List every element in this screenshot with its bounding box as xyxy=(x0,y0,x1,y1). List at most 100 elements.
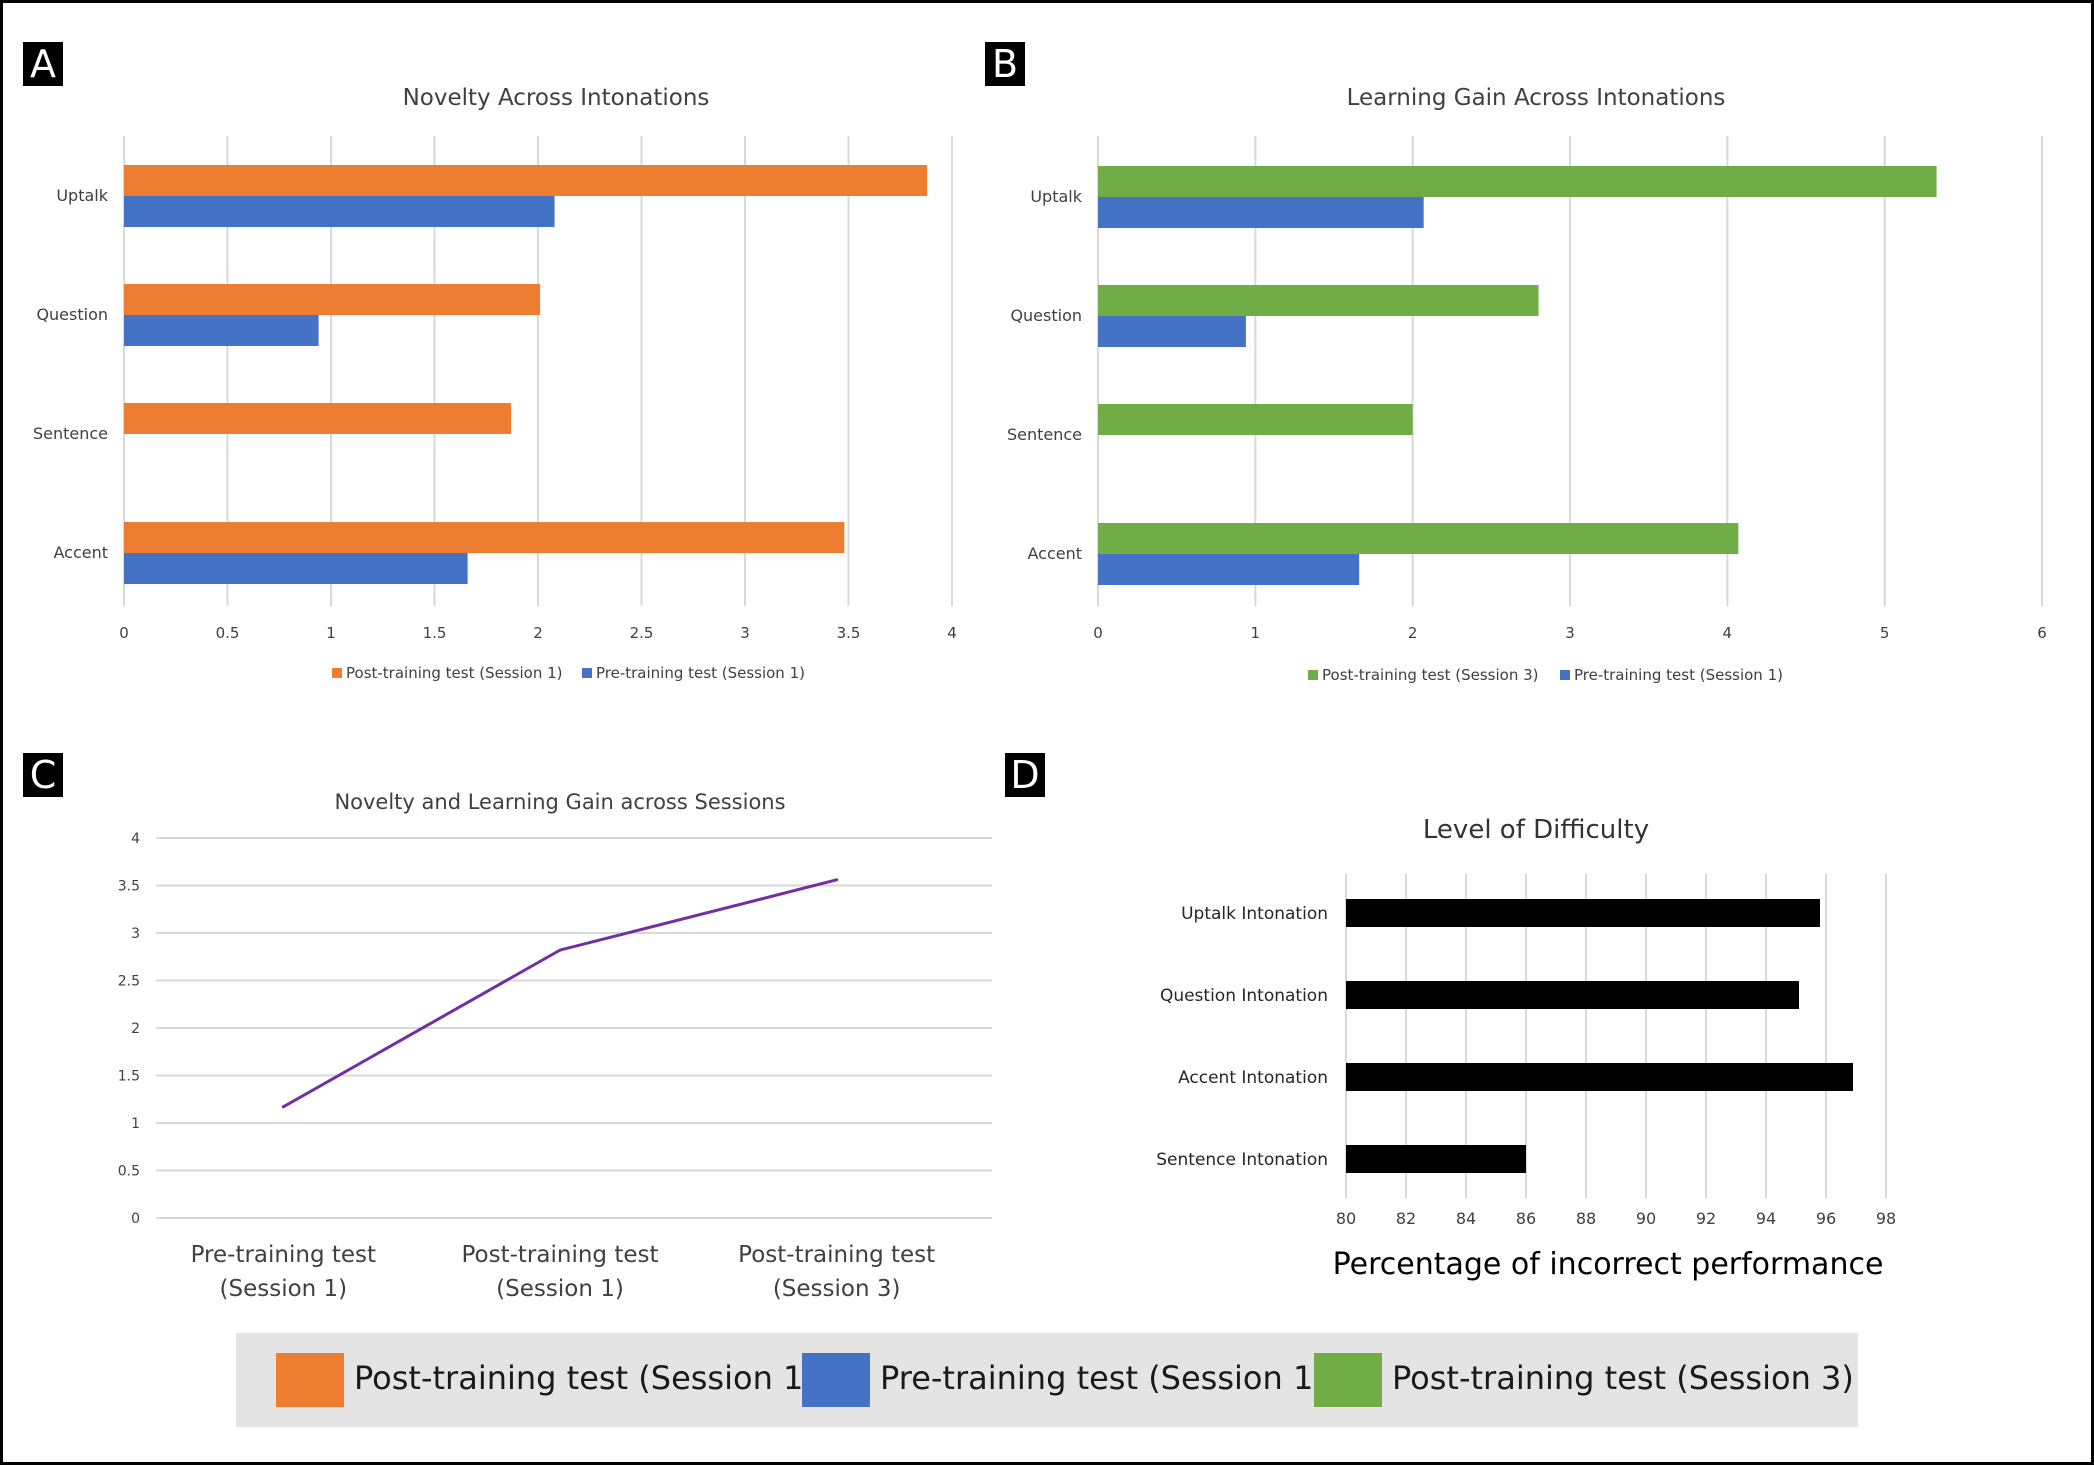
d-bar-question-intonation xyxy=(1346,981,1799,1009)
a-bar-accent-post xyxy=(124,522,845,553)
b-xtick-2: 2 xyxy=(1408,624,1418,642)
b-category-sentence: Sentence xyxy=(1007,425,1082,444)
chart-b-bars xyxy=(1098,166,1937,585)
chart-b-legend-swatch-pre1 xyxy=(1560,670,1570,680)
chart-a-legend-swatch-post1 xyxy=(332,668,342,678)
a-category-accent: Accent xyxy=(53,543,108,562)
legend-swatch-post1 xyxy=(276,1353,344,1407)
b-bar-sentence-post xyxy=(1098,404,1413,435)
a-xtick-1-5: 1.5 xyxy=(423,624,447,642)
chart-a-tick-labels: 0 0.5 1 1.5 2 2.5 3 3.5 4 xyxy=(119,624,957,642)
a-xtick-0-5: 0.5 xyxy=(216,624,240,642)
c-ytick-1-5: 1.5 xyxy=(118,1069,140,1085)
a-xtick-4: 4 xyxy=(947,624,957,642)
a-bar-accent-pre xyxy=(124,553,468,584)
chart-d-category-labels: Uptalk Intonation Question Intonation Acce… xyxy=(1156,904,1328,1170)
chart-a-legend-label-pre1: Pre-training test (Session 1) xyxy=(596,664,805,682)
chart-a-legend-label-post1: Post-training test (Session 1) xyxy=(346,664,563,682)
c-ytick-3: 3 xyxy=(131,926,140,942)
chart-a-legend: Post-training test (Session 1) Pre-train… xyxy=(332,664,805,682)
a-category-question: Question xyxy=(36,305,108,324)
b-xtick-1: 1 xyxy=(1251,624,1261,642)
chart-a-title: Novelty Across Intonations xyxy=(403,85,710,111)
chart-d-difficulty: Level of Difficulty Uptalk Intonation Que… xyxy=(1156,815,1896,1282)
a-xtick-1: 1 xyxy=(326,624,336,642)
c-ytick-4: 4 xyxy=(131,831,140,847)
a-bar-sentence-post xyxy=(124,403,512,434)
c-category-0-line-0: Pre-training test xyxy=(191,1242,376,1268)
chart-d-title: Level of Difficulty xyxy=(1423,815,1649,845)
c-ytick-0-5: 0.5 xyxy=(118,1164,140,1180)
c-point-2 xyxy=(835,878,839,882)
legend-swatch-pre1 xyxy=(802,1353,870,1407)
chart-c-series-line xyxy=(281,878,839,1109)
d-category-accent-intonation: Accent Intonation xyxy=(1178,1068,1328,1088)
a-bar-uptalk-post xyxy=(124,165,928,196)
c-ytick-2: 2 xyxy=(131,1021,140,1037)
chart-c-title: Novelty and Learning Gain across Session… xyxy=(334,790,785,814)
c-point-1 xyxy=(558,948,562,952)
c-ytick-2-5: 2.5 xyxy=(118,974,140,990)
b-bar-accent-pre xyxy=(1098,554,1360,585)
d-xtick-82: 82 xyxy=(1396,1209,1416,1228)
b-xtick-6: 6 xyxy=(2037,624,2047,642)
d-category-sentence-intonation: Sentence Intonation xyxy=(1156,1150,1328,1170)
b-bar-question-post xyxy=(1098,285,1539,316)
panel-letter-a: A xyxy=(23,42,63,86)
d-category-uptalk-intonation: Uptalk Intonation xyxy=(1181,904,1328,924)
legend-swatch-post3 xyxy=(1314,1353,1382,1407)
b-bar-question-pre xyxy=(1098,316,1246,347)
b-bar-uptalk-pre xyxy=(1098,197,1424,228)
c-ytick-0: 0 xyxy=(131,1211,140,1227)
chart-a-category-labels: Uptalk Question Sentence Accent xyxy=(33,186,109,562)
a-category-uptalk: Uptalk xyxy=(56,186,108,205)
chart-b-legend-swatch-post3 xyxy=(1308,670,1318,680)
a-bar-uptalk-pre xyxy=(124,196,555,227)
c-category-1-line-0: Post-training test xyxy=(461,1242,658,1268)
chart-a-legend-swatch-pre1 xyxy=(582,668,592,678)
chart-b-category-labels: Uptalk Question Sentence Accent xyxy=(1007,187,1083,563)
chart-b-legend-label-pre1: Pre-training test (Session 1) xyxy=(1574,666,1783,684)
a-bar-question-pre xyxy=(124,315,319,346)
d-xtick-98: 98 xyxy=(1876,1209,1896,1228)
legend-label-post3: Post-training test (Session 3) xyxy=(1392,1359,1854,1397)
c-ytick-3-5: 3.5 xyxy=(118,879,140,895)
d-category-question-intonation: Question Intonation xyxy=(1160,986,1328,1006)
chart-d-xlabel: Percentage of incorrect performance xyxy=(1333,1247,1884,1282)
d-xtick-86: 86 xyxy=(1516,1209,1536,1228)
chart-b-legend: Post-training test (Session 3) Pre-train… xyxy=(1308,666,1783,684)
d-xtick-90: 90 xyxy=(1636,1209,1656,1228)
chart-b-legend-label-post3: Post-training test (Session 3) xyxy=(1322,666,1539,684)
panel-letter-b: B xyxy=(985,42,1025,86)
c-line-series xyxy=(282,878,838,1109)
legend-label-post1: Post-training test (Session 1) xyxy=(354,1359,816,1397)
a-bar-question-post xyxy=(124,284,541,315)
c-ytick-1: 1 xyxy=(131,1116,140,1132)
chart-c-tick-labels: 0 0.5 1 1.5 2 2.5 3 3.5 4 xyxy=(118,831,140,1227)
chart-d-gridlines xyxy=(1345,874,1887,1198)
b-category-accent: Accent xyxy=(1027,544,1082,563)
b-category-question: Question xyxy=(1010,306,1082,325)
d-bar-uptalk-intonation xyxy=(1346,899,1820,927)
chart-b-learning-gain: Learning Gain Across Intonations Uptalk Q… xyxy=(1007,85,2047,684)
chart-a-bars xyxy=(124,165,928,584)
b-xtick-4: 4 xyxy=(1723,624,1733,642)
chart-c-gridlines xyxy=(156,837,992,1219)
legend-label-pre1: Pre-training test (Session 1) xyxy=(880,1359,1326,1397)
d-xtick-94: 94 xyxy=(1756,1209,1776,1228)
chart-b-title: Learning Gain Across Intonations xyxy=(1347,85,1726,111)
a-category-sentence: Sentence xyxy=(33,424,108,443)
c-point-0 xyxy=(281,1105,285,1109)
b-bar-accent-post xyxy=(1098,523,1739,554)
b-xtick-0: 0 xyxy=(1093,624,1103,642)
a-xtick-2: 2 xyxy=(533,624,543,642)
shared-legend: Post-training test (Session 1) Pre-train… xyxy=(236,1333,1858,1427)
panel-letter-d: D xyxy=(1005,753,1045,797)
d-xtick-92: 92 xyxy=(1696,1209,1716,1228)
b-xtick-3: 3 xyxy=(1565,624,1575,642)
a-xtick-3: 3 xyxy=(740,624,750,642)
c-category-0-line-1: (Session 1) xyxy=(220,1276,348,1302)
d-xtick-96: 96 xyxy=(1816,1209,1836,1228)
a-xtick-2-5: 2.5 xyxy=(630,624,654,642)
